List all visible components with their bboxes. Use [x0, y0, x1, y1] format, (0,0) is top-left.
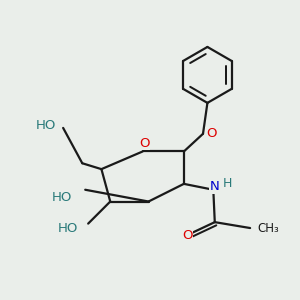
Text: HO: HO — [35, 119, 56, 132]
Text: O: O — [182, 229, 193, 242]
Text: O: O — [139, 137, 149, 150]
Text: H: H — [223, 177, 232, 190]
Text: O: O — [206, 127, 217, 140]
Text: HO: HO — [52, 190, 72, 204]
Text: N: N — [210, 180, 220, 193]
Text: CH₃: CH₃ — [257, 221, 279, 235]
Text: HO: HO — [58, 221, 78, 235]
